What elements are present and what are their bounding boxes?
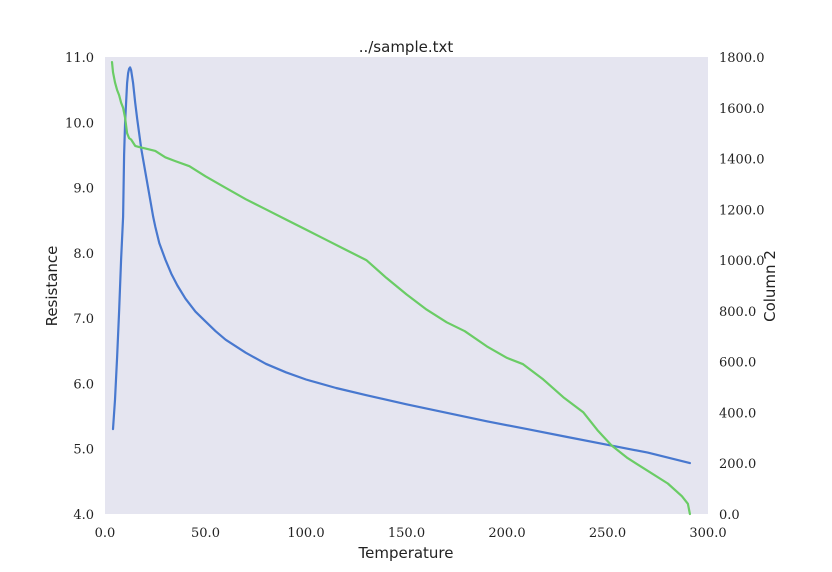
y-tick-label: 9.0	[73, 182, 94, 197]
y-tick-label: 5.0	[73, 443, 94, 458]
x-tick-label: 200.0	[488, 526, 525, 541]
x-tick-label: 250.0	[589, 526, 626, 541]
y2-tick-label: 1400.0	[719, 153, 765, 168]
chart-title: ../sample.txt	[359, 38, 454, 56]
x-tick-label: 0.0	[95, 526, 116, 541]
y-tick-label: 6.0	[73, 377, 94, 392]
series-layer	[110, 60, 692, 516]
x-tick-label: 300.0	[689, 526, 726, 541]
x-tick-labels: 0.0 50.0 100.0 150.0 200.0 250.0 300.0	[95, 526, 727, 541]
y2-tick-labels: 0.0 200.0 400.0 600.0 800.0 1000.0 1200.0 1400.…	[719, 51, 765, 523]
y2-tick-label: 400.0	[719, 406, 756, 421]
y-tick-labels: 4.0 5.0 6.0 7.0 8.0 9.0 10.0 11.0	[65, 51, 94, 523]
y-tick-label: 4.0	[73, 508, 94, 523]
y-tick-label: 10.0	[65, 116, 94, 131]
y2-tick-label: 1000.0	[719, 254, 765, 269]
y-axis-label: Resistance	[43, 246, 61, 327]
column2-series-line	[110, 60, 692, 516]
y2-tick-label: 800.0	[719, 305, 756, 320]
y2-tick-label: 200.0	[719, 457, 756, 472]
y2-tick-label: 1800.0	[719, 51, 765, 66]
y2-axis-label: Column 2	[761, 250, 779, 322]
x-axis-label: Temperature	[357, 544, 453, 562]
y2-tick-label: 0.0	[719, 508, 740, 523]
x-tick-label: 100.0	[287, 526, 324, 541]
x-tick-label: 50.0	[191, 526, 220, 541]
plot-area	[105, 57, 708, 514]
y-tick-label: 8.0	[73, 247, 94, 262]
y2-tick-label: 1600.0	[719, 102, 765, 117]
y2-tick-label: 1200.0	[719, 203, 765, 218]
y-tick-label: 11.0	[65, 51, 94, 66]
y-tick-label: 7.0	[73, 312, 94, 327]
x-tick-label: 150.0	[388, 526, 425, 541]
y2-tick-label: 600.0	[719, 356, 756, 371]
